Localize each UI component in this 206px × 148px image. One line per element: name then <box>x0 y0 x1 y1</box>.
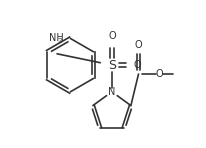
Text: N: N <box>108 87 116 97</box>
Text: 2: 2 <box>57 38 62 44</box>
Text: O: O <box>156 69 163 79</box>
Text: S: S <box>108 59 116 72</box>
Text: O: O <box>108 31 116 41</box>
Text: O: O <box>135 40 142 50</box>
Text: NH: NH <box>49 33 64 43</box>
Text: O: O <box>133 60 141 70</box>
